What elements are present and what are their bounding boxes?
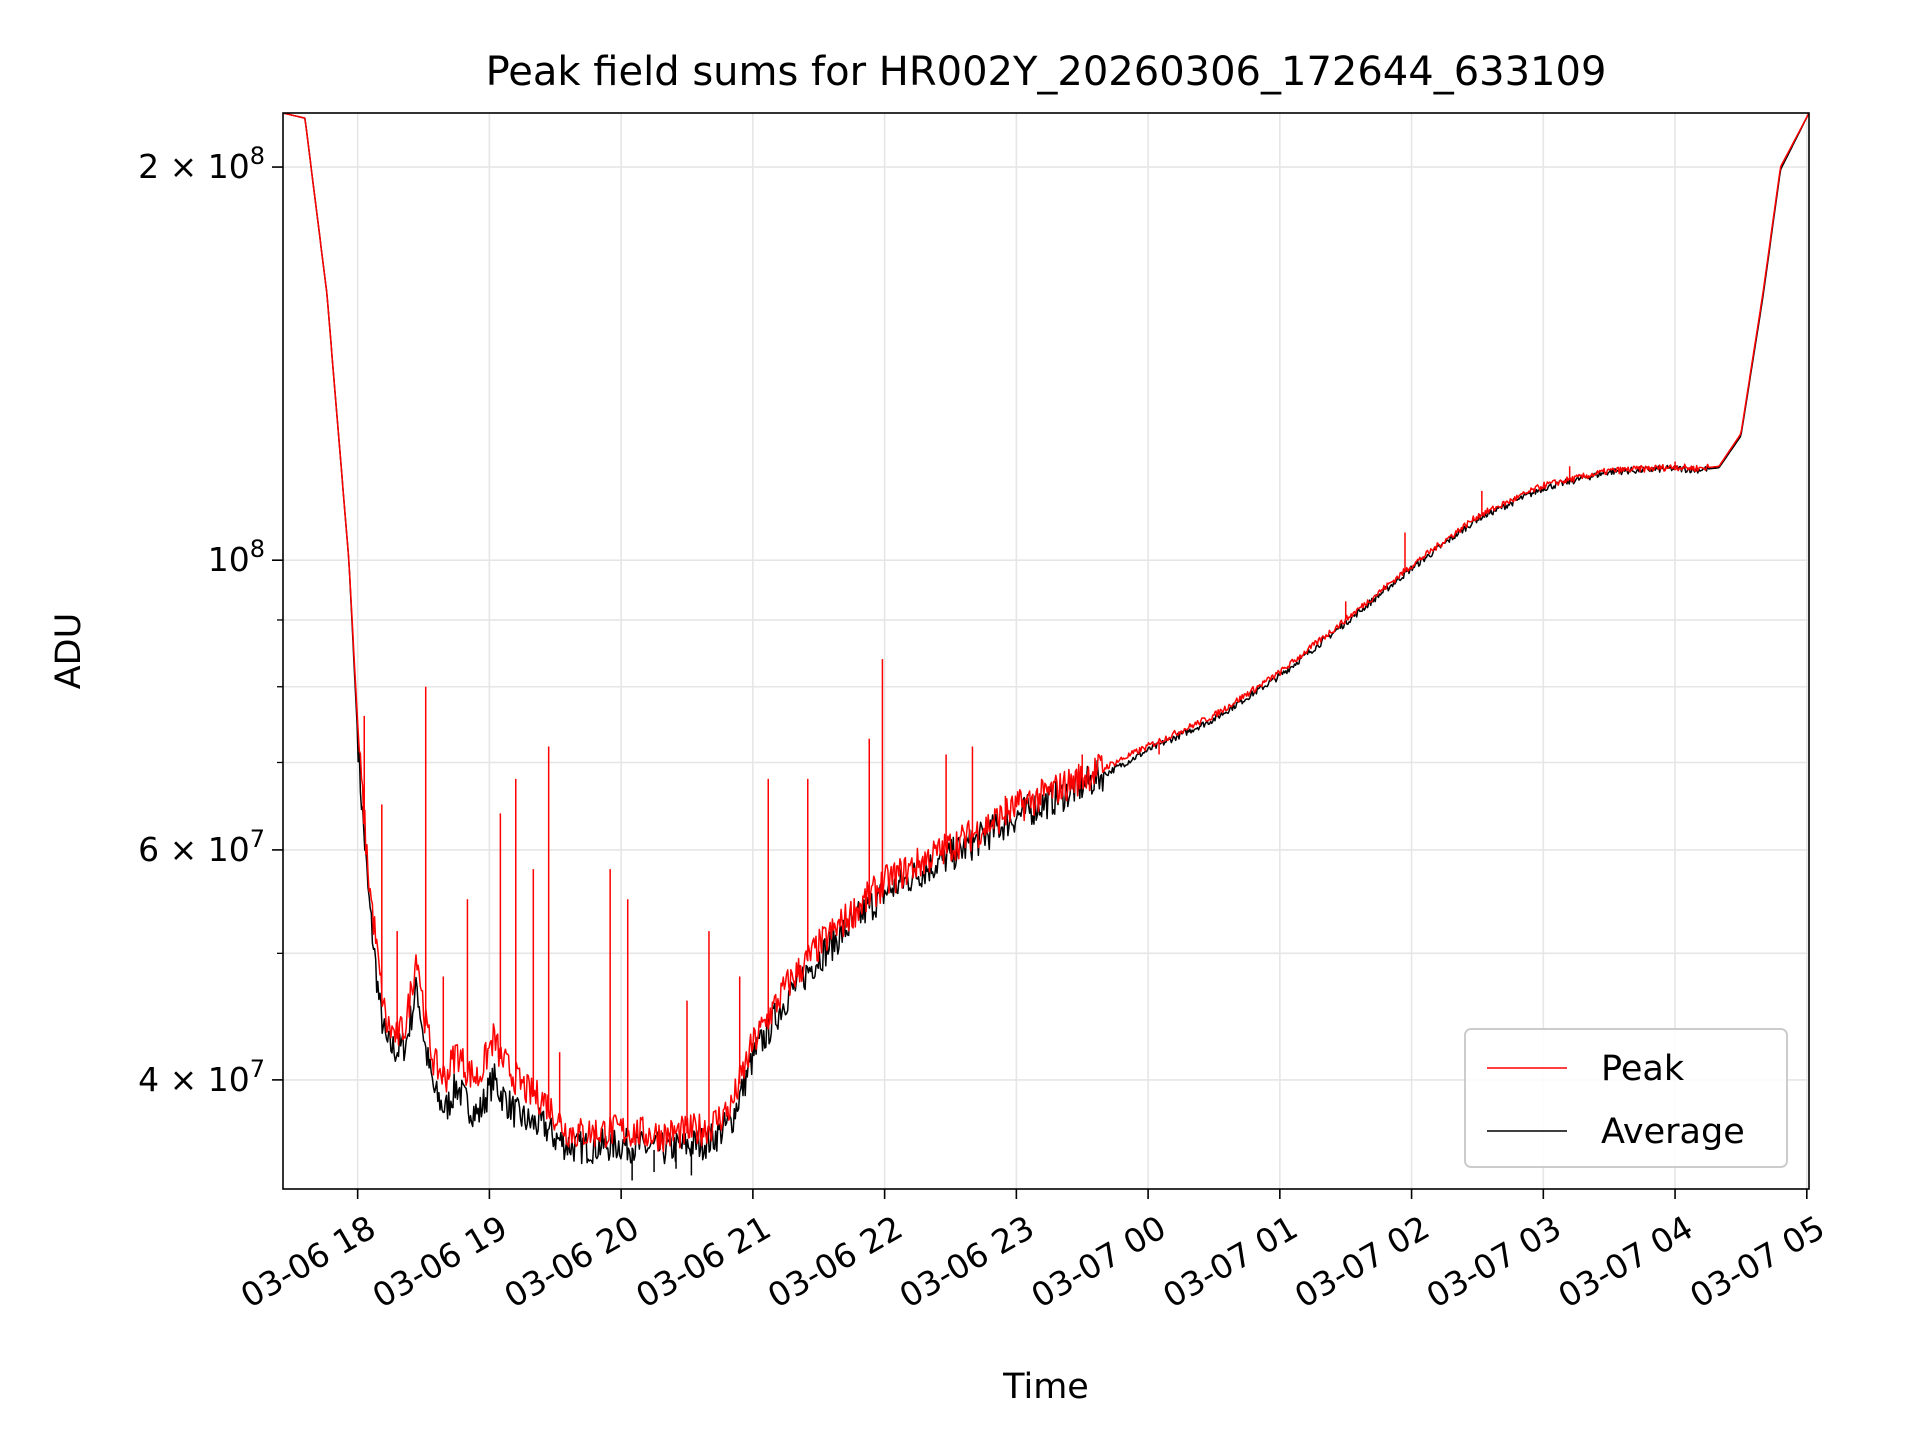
series-line-peak	[283, 113, 1809, 1153]
legend-box	[1464, 1028, 1788, 1168]
y-axis-label: ADU	[49, 613, 89, 690]
legend: Peak Average	[1464, 1028, 1788, 1168]
chart-title: Peak field sums for HR002Y_20260306_1726…	[486, 49, 1607, 95]
series-layer	[283, 113, 1809, 1181]
series-line-average	[283, 113, 1809, 1165]
y-tick-label: 4 × 107	[138, 1055, 265, 1099]
plot-frame	[282, 112, 1810, 1190]
x-axis-label: Time	[1002, 1367, 1089, 1407]
y-tick-label: 108	[208, 535, 265, 579]
y-tick-label: 6 × 107	[138, 825, 265, 869]
legend-label-average: Average	[1601, 1112, 1745, 1152]
y-tick-label: 2 × 108	[138, 142, 265, 186]
legend-label-peak: Peak	[1601, 1049, 1685, 1089]
